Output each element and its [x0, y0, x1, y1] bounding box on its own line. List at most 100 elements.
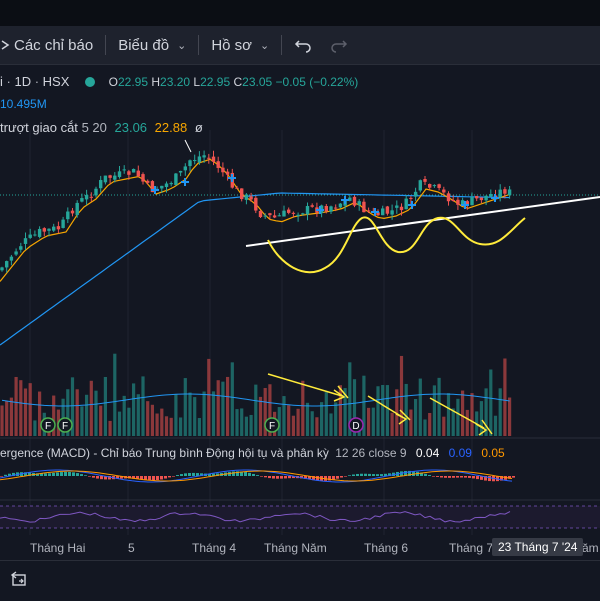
- macd-hist-bar: [424, 473, 427, 476]
- macd-hist-bar: [168, 476, 171, 478]
- candle-body: [160, 185, 164, 189]
- macd-hist-bar: [84, 475, 87, 476]
- chart-type-dropdown[interactable]: Biểu đồ ⌄: [118, 26, 186, 64]
- crosshair-date-label: 23 Tháng 7 '24: [492, 538, 584, 556]
- signal-marker-label: F: [269, 421, 275, 432]
- macd-hist-bar: [428, 474, 431, 476]
- macd-hist-bar: [8, 473, 11, 476]
- trendline-annotation[interactable]: [245, 196, 600, 247]
- macd-hist-bar: [196, 473, 199, 476]
- signal-marker-circle: [57, 417, 73, 433]
- volume-bar: [282, 396, 286, 436]
- candle-body: [37, 228, 42, 237]
- volume-bar: [268, 384, 272, 436]
- volume-bar: [99, 405, 103, 436]
- candle-body: [244, 194, 249, 200]
- candle-body: [310, 205, 314, 207]
- volume-bar: [338, 385, 342, 436]
- candle-body: [70, 210, 75, 214]
- macd-hist-bar: [432, 476, 435, 477]
- macd-hist-bar: [192, 472, 195, 476]
- candle-body: [437, 184, 441, 188]
- signal-marker-label: F: [62, 421, 68, 432]
- candle-body: [127, 171, 131, 175]
- candle-body: [475, 195, 479, 199]
- macd-hist-bar: [216, 473, 219, 476]
- volume-bar: [399, 355, 404, 436]
- candle-body: [460, 200, 465, 205]
- volume-bar: [164, 416, 169, 436]
- macd-hist-bar: [272, 476, 275, 479]
- candle-body: [23, 238, 28, 244]
- macd-hist-bar: [176, 475, 179, 476]
- volume-bar: [489, 369, 493, 436]
- indicators-button[interactable]: Các chỉ báo: [0, 26, 93, 64]
- symbol-legend[interactable]: i · 1D · HSX O22.95 H23.20 L22.95 C23.05…: [0, 74, 359, 89]
- macd-value: 0.04: [415, 446, 440, 460]
- macd-hist-bar: [0, 476, 3, 477]
- toolbar-divider: [198, 35, 200, 55]
- candle-body: [442, 189, 446, 193]
- volume-bar: [301, 380, 305, 436]
- macd-hist-bar: [252, 473, 255, 476]
- volume-bar: [94, 390, 98, 436]
- macd-hist-bar: [240, 471, 243, 476]
- candle-body: [117, 171, 122, 178]
- volume-bar: [89, 380, 93, 436]
- candle-body: [479, 197, 484, 201]
- volume-bar: [498, 388, 502, 436]
- candle-body: [28, 234, 32, 238]
- macd-hist-bar: [136, 476, 139, 480]
- candle-body: [432, 185, 437, 187]
- candle-body: [80, 198, 84, 202]
- candle-body: [272, 215, 277, 218]
- volume-bar: [155, 413, 159, 436]
- macd-hist-bar: [144, 476, 147, 481]
- candle-body: [428, 184, 432, 188]
- crossover-marker-v: [494, 194, 496, 202]
- volume-bar: [395, 389, 399, 436]
- undo-button[interactable]: [294, 26, 312, 64]
- volume-bar: [33, 420, 37, 436]
- macd-hist-bar: [340, 476, 343, 478]
- macd-hist-bar: [28, 472, 31, 476]
- volume-bar: [254, 384, 258, 436]
- volume-bar: [414, 399, 418, 436]
- macd-hist-bar: [36, 473, 39, 476]
- candle-body: [277, 215, 281, 217]
- profile-dropdown[interactable]: Hồ sơ ⌄: [211, 26, 269, 64]
- ma-legend[interactable]: trượt giao cắt 5 20 23.06 22.88 ø: [0, 120, 203, 135]
- replay-icon[interactable]: [10, 570, 30, 590]
- volume-bar: [310, 411, 314, 436]
- macd-hist-bar: [248, 472, 251, 476]
- volume-bar: [179, 417, 183, 436]
- candle-body: [240, 188, 244, 200]
- macd-hist-bar: [312, 476, 315, 481]
- candle-body: [489, 194, 493, 197]
- candle-body: [324, 205, 328, 212]
- macd-legend[interactable]: ergence (MACD) - Chỉ báo Trung bình Động…: [0, 446, 505, 460]
- candle-body: [381, 208, 385, 216]
- candle-body: [103, 175, 108, 183]
- macd-hist-bar: [24, 472, 27, 476]
- redo-button[interactable]: [330, 26, 348, 64]
- macd-hist-bar: [484, 476, 487, 481]
- macd-hist-bar: [48, 473, 51, 476]
- redo-icon: [331, 40, 348, 53]
- volume-bar: [188, 392, 192, 436]
- macd-hist-bar: [468, 476, 471, 478]
- candle-body: [366, 210, 371, 212]
- volume-bar: [113, 353, 117, 436]
- candle-body: [352, 196, 357, 206]
- wave-annotation[interactable]: [267, 216, 526, 274]
- ma-extra-symbol: ø: [194, 120, 203, 135]
- time-axis[interactable]: Tháng Hai 5 Tháng 4 Tháng Năm Tháng 6 Th…: [0, 535, 600, 560]
- volume-bar: [169, 417, 173, 436]
- macd-hist-bar: [68, 471, 71, 476]
- volume-bar: [409, 409, 413, 436]
- volume-bar: [503, 358, 507, 436]
- macd-hist-bar: [164, 476, 167, 479]
- time-axis-label: Tháng 6: [364, 541, 409, 555]
- candle-body: [484, 195, 488, 201]
